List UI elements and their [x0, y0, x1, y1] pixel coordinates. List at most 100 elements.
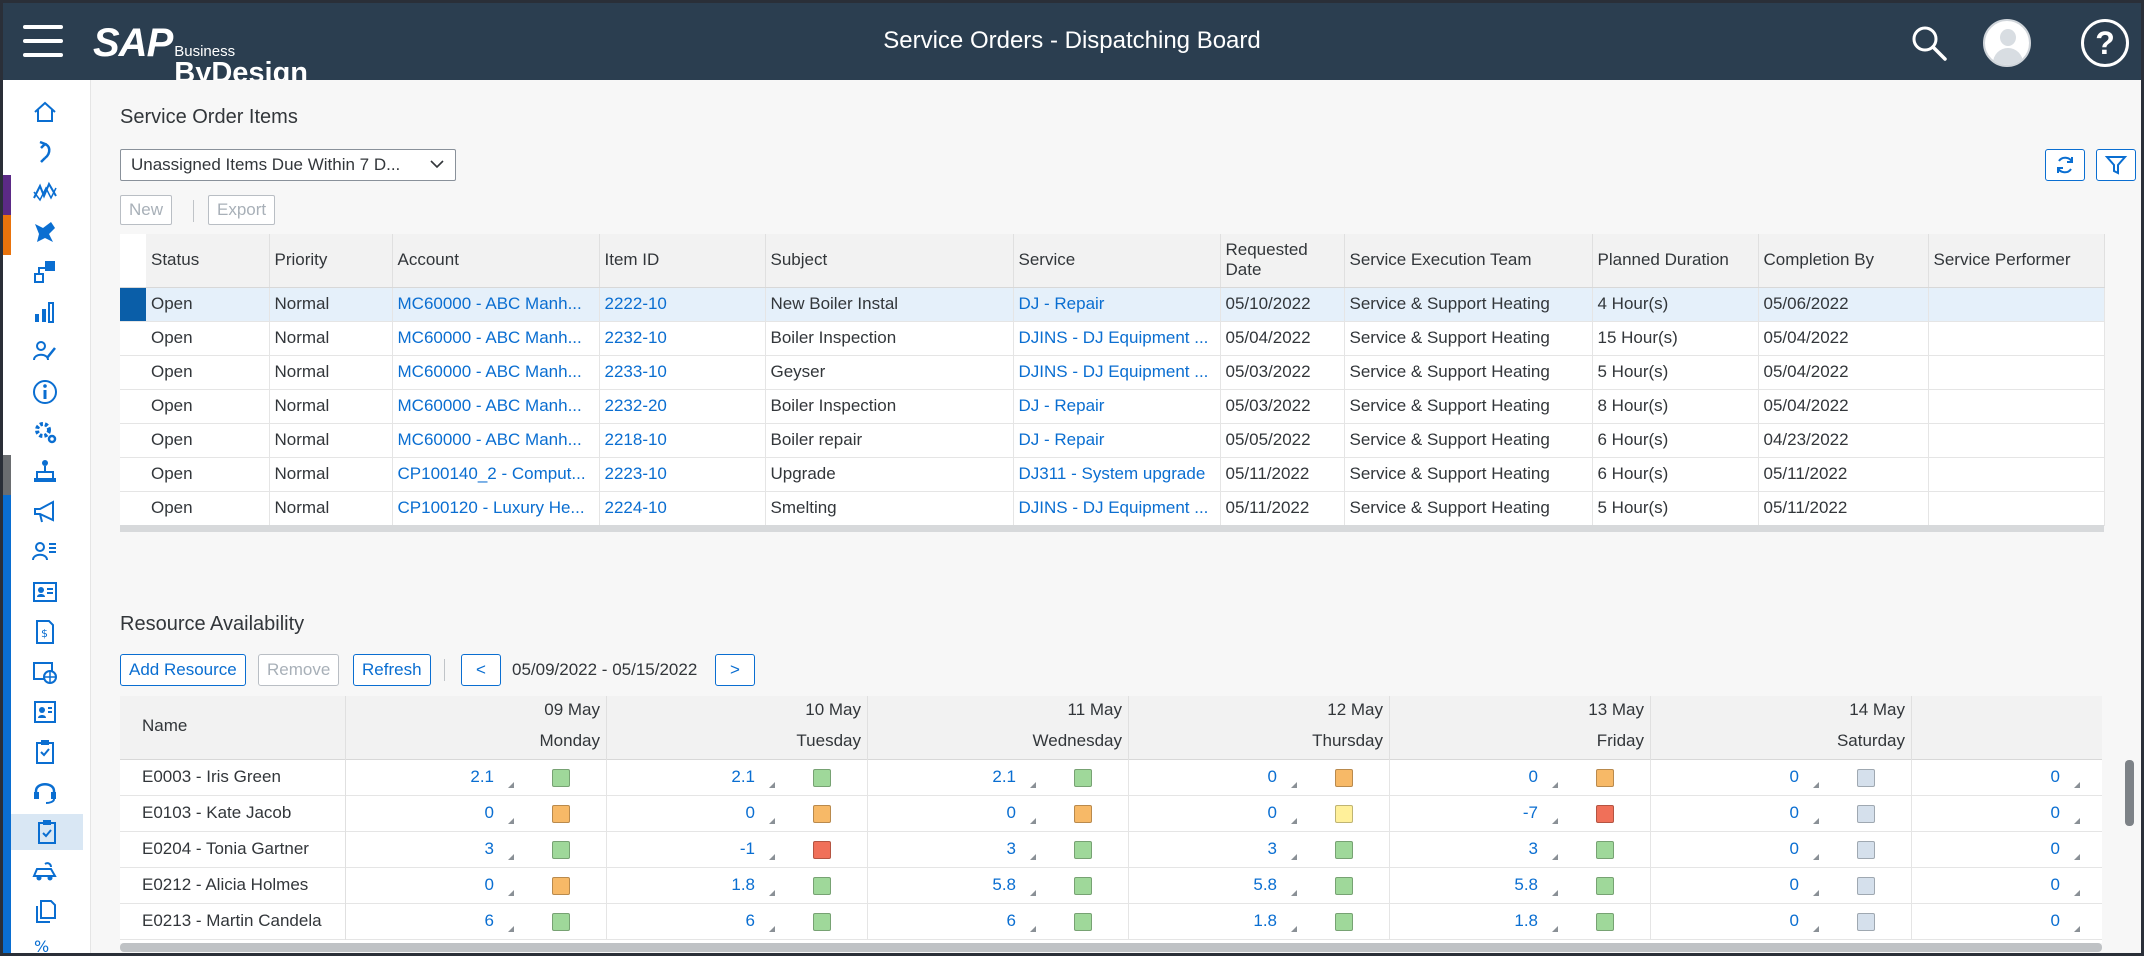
availability-cell[interactable]: 0 — [346, 868, 607, 904]
next-week-button[interactable]: > — [715, 654, 755, 686]
cell-item-id[interactable]: 2233-10 — [599, 355, 766, 390]
resource-row[interactable]: E0204 - Tonia Gartner 3 -1 3 3 3 0 0 — [120, 832, 2102, 868]
availability-value[interactable]: 0 — [1267, 803, 1277, 822]
availability-cell[interactable]: 0 — [1651, 868, 1912, 904]
availability-cell[interactable]: 5.8 — [1390, 868, 1651, 904]
availability-value[interactable]: 1.8 — [1514, 911, 1538, 930]
redo-icon[interactable] — [25, 134, 65, 170]
availability-value[interactable]: 3 — [484, 839, 494, 858]
cell-item-id[interactable]: 2232-10 — [599, 321, 766, 356]
availability-cell[interactable]: 0 — [1651, 832, 1912, 868]
search-icon[interactable] — [1909, 23, 1949, 63]
cell-account[interactable]: MC60000 - ABC Manh... — [392, 287, 600, 322]
table-row[interactable]: Open Normal MC60000 - ABC Manh... 2233-10 Ge… — [120, 355, 2105, 390]
resource-row[interactable]: E0003 - Iris Green 2.1 2.1 2.1 0 0 0 0 — [120, 760, 2102, 796]
task-list-icon[interactable] — [25, 734, 65, 770]
export-button[interactable]: Export — [208, 195, 276, 225]
cell-service[interactable]: DJ - Repair — [1013, 287, 1221, 322]
availability-cell[interactable]: 0 — [1912, 868, 2102, 904]
availability-cell[interactable]: 3 — [868, 832, 1129, 868]
cell-service[interactable]: DJINS - DJ Equipment ... — [1013, 321, 1221, 356]
employee-file-icon[interactable] — [25, 694, 65, 730]
availability-cell[interactable]: 0 — [607, 796, 868, 832]
availability-value[interactable]: 5.8 — [1514, 875, 1538, 894]
column-header[interactable]: Planned Duration — [1592, 234, 1759, 288]
availability-cell[interactable]: -7 — [1390, 796, 1651, 832]
resource-vertical-scrollbar[interactable] — [2125, 760, 2134, 826]
cell-service[interactable]: DJ311 - System upgrade — [1013, 457, 1221, 492]
cell-account[interactable]: MC60000 - ABC Manh... — [392, 389, 600, 424]
availability-cell[interactable]: 3 — [1390, 832, 1651, 868]
availability-cell[interactable]: 0 — [1912, 832, 2102, 868]
availability-value[interactable]: 5.8 — [1253, 875, 1277, 894]
availability-value[interactable]: -7 — [1522, 803, 1538, 822]
vehicle-service-icon[interactable] — [25, 854, 65, 890]
availability-cell[interactable]: 1.8 — [1129, 904, 1390, 940]
info-icon[interactable] — [25, 374, 65, 410]
availability-value[interactable]: 0 — [1528, 767, 1538, 786]
availability-value[interactable]: 3 — [1006, 839, 1016, 858]
availability-value[interactable]: 0 — [2050, 839, 2060, 858]
availability-cell[interactable]: 1.8 — [607, 868, 868, 904]
resource-horizontal-scrollbar[interactable] — [120, 943, 2102, 952]
availability-value[interactable]: 0 — [1267, 767, 1277, 786]
column-header[interactable]: Completion By — [1758, 234, 1929, 288]
support-headset-icon[interactable] — [25, 774, 65, 810]
availability-cell[interactable]: 0 — [1651, 796, 1912, 832]
availability-cell[interactable]: 6 — [607, 904, 868, 940]
cell-item-id[interactable]: 2223-10 — [599, 457, 766, 492]
row-selector[interactable] — [120, 389, 146, 424]
availability-value[interactable]: 0 — [1789, 911, 1799, 930]
availability-cell[interactable]: 6 — [868, 904, 1129, 940]
availability-value[interactable]: 2.1 — [470, 767, 494, 786]
resource-row[interactable]: E0213 - Martin Candela 6 6 6 1.8 1.8 0 0 — [120, 904, 2102, 940]
cell-service[interactable]: DJINS - DJ Equipment ... — [1013, 355, 1221, 390]
availability-cell[interactable]: 0 — [1129, 796, 1390, 832]
availability-value[interactable]: -1 — [739, 839, 755, 858]
row-selector[interactable] — [120, 491, 146, 526]
availability-cell[interactable]: 2.1 — [346, 760, 607, 796]
user-avatar[interactable] — [1983, 19, 2031, 67]
availability-value[interactable]: 3 — [1528, 839, 1538, 858]
invoice-icon[interactable]: $ — [25, 614, 65, 650]
customer-list-icon[interactable] — [25, 534, 65, 570]
global-calendar-icon[interactable] — [25, 654, 65, 690]
cell-item-id[interactable]: 2224-10 — [599, 491, 766, 526]
cell-account[interactable]: MC60000 - ABC Manh... — [392, 355, 600, 390]
analytics-icon[interactable] — [25, 174, 65, 210]
remove-button[interactable]: Remove — [258, 654, 340, 686]
availability-value[interactable]: 2.1 — [992, 767, 1016, 786]
availability-value[interactable]: 1.8 — [1253, 911, 1277, 930]
availability-cell[interactable]: 0 — [1651, 904, 1912, 940]
row-selector[interactable] — [120, 457, 146, 492]
column-header[interactable]: Status — [146, 234, 270, 288]
availability-value[interactable]: 3 — [1267, 839, 1277, 858]
availability-cell[interactable]: 5.8 — [1129, 868, 1390, 904]
availability-cell[interactable]: 0 — [346, 796, 607, 832]
availability-value[interactable]: 0 — [1006, 803, 1016, 822]
cell-service[interactable]: DJ - Repair — [1013, 389, 1221, 424]
availability-value[interactable]: 0 — [745, 803, 755, 822]
bar-chart-icon[interactable] — [25, 294, 65, 330]
availability-cell[interactable]: 3 — [346, 832, 607, 868]
org-structure-icon[interactable] — [25, 454, 65, 490]
availability-value[interactable]: 1.8 — [731, 875, 755, 894]
refresh-resources-button[interactable]: Refresh — [353, 654, 431, 686]
availability-value[interactable]: 0 — [1789, 839, 1799, 858]
cell-item-id[interactable]: 2232-20 — [599, 389, 766, 424]
sap-logo[interactable]: SAP Business ByDesign — [93, 21, 309, 89]
availability-value[interactable]: 2.1 — [731, 767, 755, 786]
availability-cell[interactable]: 5.8 — [868, 868, 1129, 904]
availability-value[interactable]: 0 — [2050, 911, 2060, 930]
table-row[interactable]: Open Normal MC60000 - ABC Manh... 2232-20 Bo… — [120, 389, 2105, 424]
availability-cell[interactable]: 0 — [1390, 760, 1651, 796]
availability-value[interactable]: 6 — [484, 911, 494, 930]
availability-cell[interactable]: 0 — [1129, 760, 1390, 796]
resource-row[interactable]: E0103 - Kate Jacob 0 0 0 0 -7 0 0 — [120, 796, 2102, 832]
availability-cell[interactable]: 2.1 — [868, 760, 1129, 796]
add-resource-button[interactable]: Add Resource — [120, 654, 246, 686]
variant-select[interactable]: Unassigned Items Due Within 7 D... — [120, 149, 456, 181]
row-selector[interactable] — [120, 355, 146, 390]
availability-cell[interactable]: 2.1 — [607, 760, 868, 796]
table-row[interactable]: Open Normal MC60000 - ABC Manh... 2218-10 Bo… — [120, 423, 2105, 458]
